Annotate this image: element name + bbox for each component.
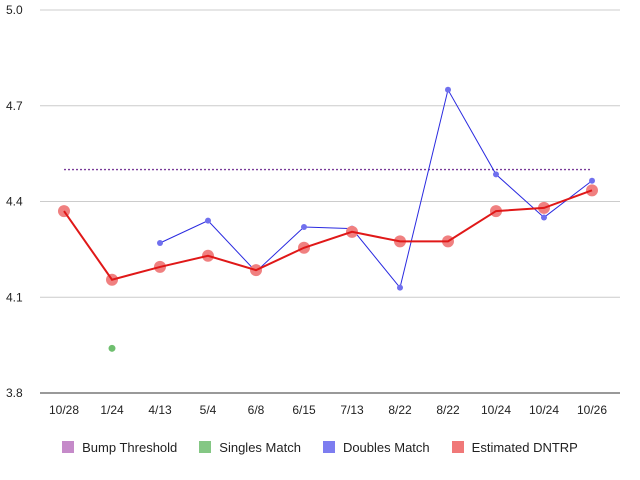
legend-swatch: [322, 441, 335, 453]
legend-swatch: [451, 441, 464, 453]
x-tick-label: 8/22: [388, 403, 412, 417]
x-tick-label: 1/24: [100, 403, 124, 417]
series-line: [63, 189, 593, 281]
legend-item[interactable]: Singles Match: [199, 440, 301, 455]
x-tick-label: 10/24: [529, 403, 559, 417]
y-tick-label: 4.1: [6, 290, 23, 304]
data-point: [108, 344, 116, 352]
y-tick-label: 4.4: [6, 195, 23, 209]
data-point: [493, 171, 499, 178]
data-point: [589, 177, 595, 184]
x-tick-label: 8/22: [436, 403, 460, 417]
legend-item[interactable]: Bump Threshold: [62, 440, 177, 455]
data-point: [301, 224, 307, 231]
legend-label: Doubles Match: [342, 439, 430, 455]
series: [108, 344, 116, 352]
series-line: [159, 88, 593, 289]
x-tick-label: 6/15: [292, 403, 316, 417]
grid: [40, 9, 620, 394]
data-point: [445, 86, 451, 93]
x-tick-label: 5/4: [200, 403, 217, 417]
series: [58, 184, 598, 286]
data-point: [541, 214, 547, 221]
legend-item[interactable]: Doubles Match: [322, 439, 430, 455]
x-axis-ticks: 10/28 1/24 4/13 5/4 6/8 6/15 7/13 8/22 8/22 10/24…: [49, 403, 607, 417]
y-tick-label: 5.0: [6, 3, 23, 17]
legend-swatch: [199, 441, 212, 453]
x-tick-label: 10/28: [49, 403, 79, 417]
x-tick-label: 10/24: [481, 403, 511, 417]
x-tick-label: 7/13: [340, 403, 364, 417]
x-tick-label: 6/8: [248, 403, 265, 417]
data-point: [157, 239, 163, 246]
legend-label: Bump Threshold: [82, 439, 178, 455]
legend-swatch: [62, 441, 75, 453]
chart: 3.8 4.1 4.4 4.7 5.0 10/28 1/24 4/13 5/4 6/8 6/15 7…: [6, 3, 620, 417]
y-axis-ticks: 3.8 4.1 4.4 4.7 5.0: [6, 3, 23, 400]
legend-label: Estimated DNTRP: [471, 439, 578, 455]
legend-item[interactable]: Estimated DNTRP: [451, 439, 578, 455]
y-tick-label: 3.8: [6, 386, 23, 400]
series-layer: [58, 86, 598, 352]
data-point: [205, 217, 211, 224]
legend-label: Singles Match: [219, 439, 301, 455]
y-tick-label: 4.7: [6, 99, 23, 113]
x-tick-label: 4/13: [148, 403, 172, 417]
legend: Bump Threshold Singles Match Doubles Mat…: [0, 437, 640, 457]
x-tick-label: 10/26: [577, 403, 607, 417]
data-point: [397, 284, 403, 291]
